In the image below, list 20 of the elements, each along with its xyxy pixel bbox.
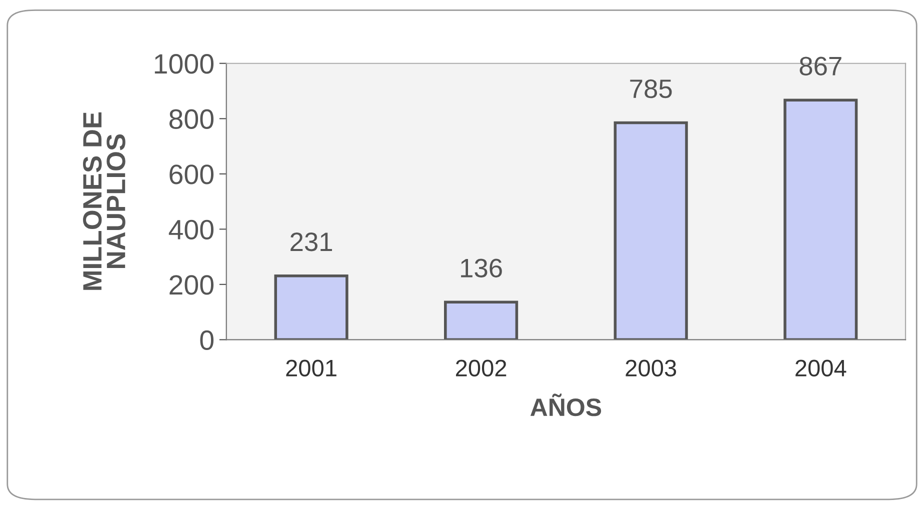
data-label: 231 <box>290 232 332 252</box>
y-tick-label: 1000 <box>154 54 214 74</box>
y-tick-label: 400 <box>168 220 214 240</box>
y-tick-label: 600 <box>170 164 214 184</box>
x-tick-label: 2003 <box>626 360 676 376</box>
data-label: 785 <box>630 79 672 98</box>
y-tick-label: 200 <box>170 275 214 295</box>
data-label: 867 <box>800 56 842 76</box>
bar <box>274 274 348 340</box>
y-tick-label: 800 <box>169 109 214 129</box>
x-tick-label: 2001 <box>286 360 336 376</box>
bar <box>614 121 688 340</box>
x-tick-label: 2002 <box>456 360 506 376</box>
x-tick-label: 2004 <box>796 360 846 376</box>
y-axis-title: MILLONES DE NAUPLIOS <box>83 112 126 290</box>
bar <box>784 98 858 340</box>
data-label: 136 <box>461 258 502 278</box>
bar <box>444 300 518 340</box>
x-axis-title: AÑOS <box>530 394 602 416</box>
y-tick-label: 0 <box>200 330 214 350</box>
